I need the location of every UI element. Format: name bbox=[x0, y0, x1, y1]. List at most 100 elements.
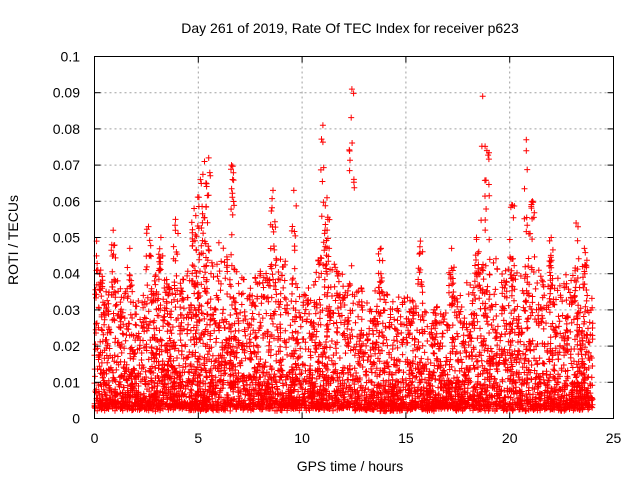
data-point bbox=[486, 296, 493, 303]
data-point bbox=[297, 345, 304, 352]
data-point bbox=[227, 312, 234, 318]
data-point bbox=[132, 321, 139, 328]
data-point bbox=[158, 337, 165, 344]
data-point bbox=[224, 291, 231, 297]
data-point bbox=[362, 349, 369, 356]
data-point bbox=[334, 305, 341, 312]
data-point bbox=[499, 378, 506, 385]
data-point bbox=[491, 291, 498, 298]
data-point bbox=[392, 381, 399, 388]
data-point bbox=[256, 311, 262, 318]
data-point bbox=[354, 333, 361, 340]
data-point bbox=[503, 288, 510, 295]
data-point bbox=[97, 338, 104, 345]
data-point bbox=[220, 306, 227, 313]
data-point bbox=[324, 326, 331, 333]
data-point bbox=[342, 350, 349, 357]
data-point bbox=[345, 317, 352, 324]
data-point bbox=[529, 299, 536, 306]
data-point bbox=[472, 353, 479, 360]
data-point bbox=[220, 245, 227, 252]
data-point bbox=[273, 291, 280, 298]
data-point bbox=[540, 370, 547, 377]
data-point bbox=[551, 367, 558, 374]
data-point bbox=[104, 297, 111, 304]
data-point bbox=[99, 327, 106, 334]
data-point bbox=[529, 293, 536, 300]
data-point bbox=[503, 326, 510, 333]
data-point bbox=[263, 310, 270, 317]
data-point bbox=[465, 291, 472, 298]
data-point bbox=[233, 268, 240, 275]
data-point bbox=[239, 290, 246, 297]
data-point bbox=[395, 356, 402, 363]
data-point bbox=[110, 316, 117, 323]
data-point bbox=[329, 293, 335, 299]
data-point bbox=[177, 280, 184, 287]
data-point bbox=[138, 350, 145, 356]
data-point bbox=[216, 394, 223, 401]
data-point bbox=[514, 303, 521, 310]
data-point bbox=[207, 296, 214, 303]
data-point bbox=[133, 311, 140, 318]
data-point bbox=[573, 313, 580, 320]
data-point bbox=[317, 383, 324, 390]
data-point bbox=[302, 367, 309, 374]
data-point bbox=[113, 359, 120, 366]
data-point bbox=[571, 292, 578, 299]
data-point bbox=[179, 288, 186, 295]
data-point bbox=[470, 344, 477, 351]
data-point bbox=[430, 350, 437, 357]
data-point bbox=[427, 360, 434, 366]
data-point bbox=[260, 284, 267, 291]
data-point bbox=[321, 284, 328, 290]
data-point bbox=[186, 349, 193, 355]
data-point bbox=[375, 346, 382, 353]
data-point bbox=[531, 367, 538, 374]
data-point bbox=[574, 333, 580, 339]
data-point bbox=[419, 313, 426, 320]
data-point bbox=[333, 345, 339, 352]
data-point bbox=[365, 386, 372, 393]
data-point bbox=[184, 272, 191, 279]
data-point bbox=[221, 259, 228, 266]
data-point bbox=[216, 268, 223, 275]
data-point bbox=[397, 313, 404, 320]
data-point bbox=[379, 320, 386, 327]
data-point bbox=[539, 315, 546, 322]
data-point bbox=[268, 294, 275, 301]
data-point bbox=[275, 304, 282, 311]
data-point bbox=[454, 330, 460, 337]
data-point bbox=[281, 294, 288, 301]
data-point bbox=[486, 256, 493, 263]
data-point bbox=[140, 292, 147, 299]
data-point bbox=[324, 271, 331, 277]
data-point bbox=[226, 321, 232, 327]
data-point bbox=[221, 370, 228, 377]
data-point bbox=[560, 362, 567, 368]
data-point bbox=[278, 362, 285, 369]
data-point bbox=[484, 314, 491, 321]
data-point bbox=[575, 302, 582, 309]
data-point bbox=[389, 298, 396, 305]
data-point bbox=[473, 358, 480, 365]
data-point bbox=[584, 292, 591, 299]
data-point bbox=[156, 327, 163, 334]
data-point bbox=[577, 305, 584, 312]
data-point bbox=[534, 280, 541, 286]
data-point bbox=[550, 366, 557, 373]
data-point bbox=[174, 355, 180, 361]
data-point bbox=[316, 296, 323, 303]
data-point bbox=[380, 377, 387, 384]
data-point bbox=[389, 342, 396, 349]
data-point bbox=[580, 313, 587, 320]
data-point bbox=[330, 320, 337, 327]
data-point bbox=[168, 314, 174, 321]
data-point bbox=[561, 392, 568, 399]
data-point bbox=[421, 349, 428, 356]
data-point bbox=[502, 267, 509, 274]
data-point bbox=[246, 293, 253, 300]
data-point bbox=[584, 332, 591, 339]
data-point bbox=[348, 326, 355, 333]
data-point bbox=[112, 407, 118, 414]
